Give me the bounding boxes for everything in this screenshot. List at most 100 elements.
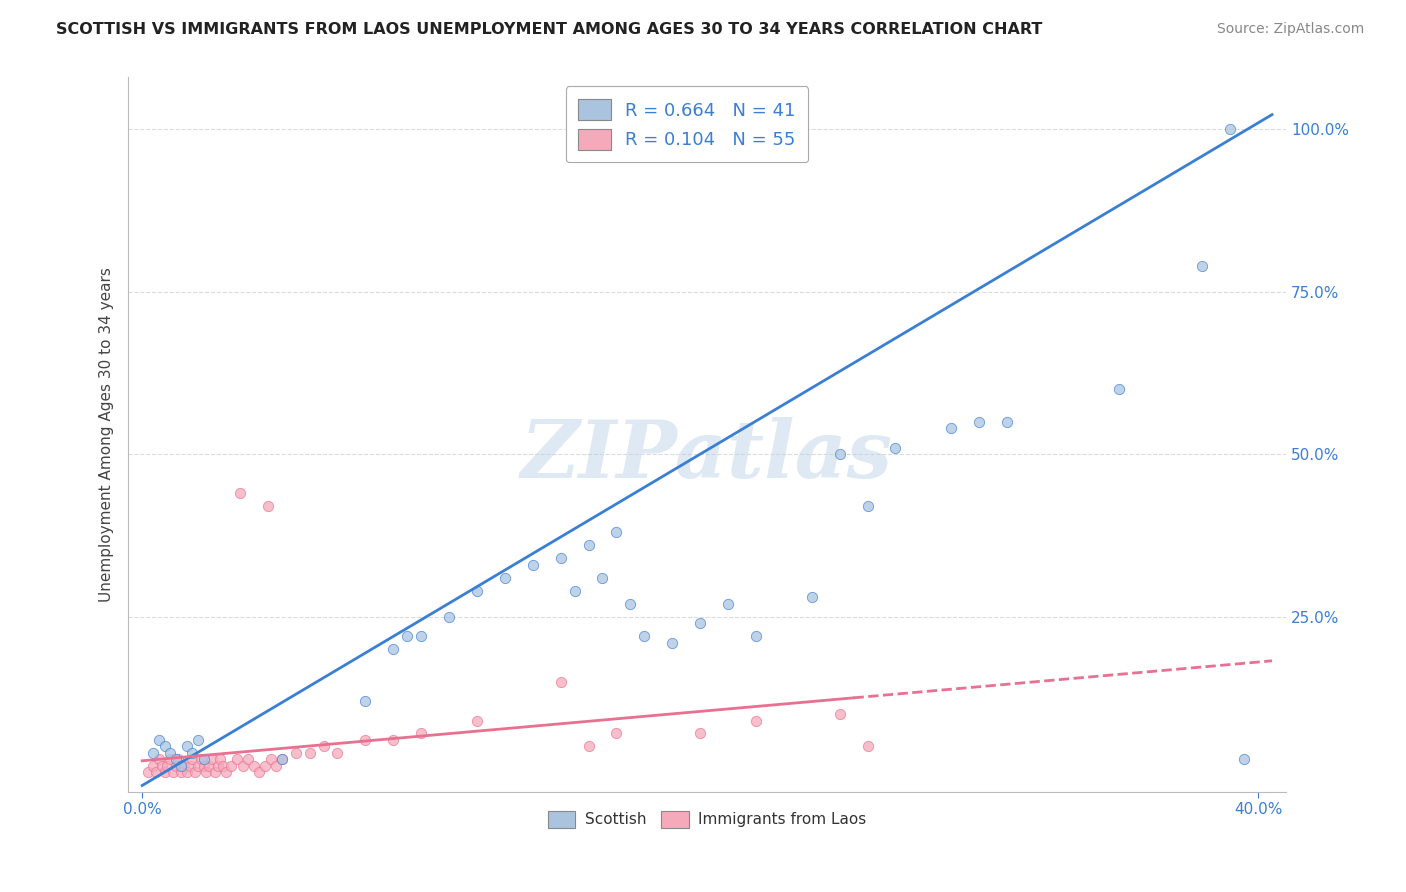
Point	[181, 746, 204, 760]
Point	[550, 551, 572, 566]
Point	[156, 759, 179, 773]
Point	[167, 752, 190, 766]
Point	[745, 629, 768, 643]
Point	[605, 726, 627, 740]
Point	[170, 765, 193, 780]
Point	[153, 739, 176, 754]
Point	[354, 733, 377, 747]
Point	[437, 609, 460, 624]
Point	[187, 759, 209, 773]
Point	[170, 759, 193, 773]
Text: SCOTTISH VS IMMIGRANTS FROM LAOS UNEMPLOYMENT AMONG AGES 30 TO 34 YEARS CORRELAT: SCOTTISH VS IMMIGRANTS FROM LAOS UNEMPLO…	[56, 22, 1043, 37]
Point	[209, 752, 232, 766]
Point	[717, 597, 740, 611]
Point	[1219, 122, 1241, 136]
Point	[187, 733, 209, 747]
Point	[247, 765, 270, 780]
Point	[165, 759, 187, 773]
Point	[162, 765, 184, 780]
Point	[159, 752, 181, 766]
Point	[995, 415, 1018, 429]
Point	[193, 759, 215, 773]
Point	[226, 752, 249, 766]
Point	[153, 765, 176, 780]
Point	[195, 765, 218, 780]
Point	[884, 441, 907, 455]
Point	[207, 759, 229, 773]
Point	[193, 752, 215, 766]
Point	[181, 752, 204, 766]
Point	[238, 752, 260, 766]
Text: ZIPatlas: ZIPatlas	[522, 417, 893, 495]
Point	[465, 583, 488, 598]
Point	[145, 765, 167, 780]
Point	[619, 597, 641, 611]
Point	[159, 746, 181, 760]
Point	[176, 765, 198, 780]
Point	[204, 765, 226, 780]
Point	[592, 571, 614, 585]
Text: Source: ZipAtlas.com: Source: ZipAtlas.com	[1216, 22, 1364, 37]
Point	[382, 642, 405, 657]
Point	[142, 746, 165, 760]
Point	[564, 583, 586, 598]
Point	[396, 629, 419, 643]
Point	[264, 759, 287, 773]
Point	[856, 739, 879, 754]
Point	[382, 733, 405, 747]
Point	[550, 674, 572, 689]
Point	[1191, 259, 1213, 273]
Point	[179, 759, 201, 773]
Point	[229, 486, 252, 500]
Point	[215, 765, 238, 780]
Point	[165, 752, 187, 766]
Point	[828, 447, 851, 461]
Point	[148, 733, 170, 747]
Point	[136, 765, 159, 780]
Point	[522, 558, 544, 572]
Point	[465, 714, 488, 728]
Point	[232, 759, 254, 773]
Point	[312, 739, 335, 754]
Point	[689, 726, 711, 740]
Point	[354, 694, 377, 708]
Point	[243, 759, 266, 773]
Point	[941, 421, 963, 435]
Point	[605, 525, 627, 540]
Point	[633, 629, 655, 643]
Point	[148, 752, 170, 766]
Point	[221, 759, 243, 773]
Point	[198, 759, 221, 773]
Point	[578, 538, 600, 552]
Point	[270, 752, 292, 766]
Point	[284, 746, 307, 760]
Point	[967, 415, 990, 429]
Point	[259, 752, 281, 766]
Point	[150, 759, 173, 773]
Point	[212, 759, 235, 773]
Point	[661, 635, 683, 649]
Point	[298, 746, 321, 760]
Point	[411, 726, 433, 740]
Point	[1233, 752, 1256, 766]
Point	[828, 706, 851, 721]
Point	[201, 752, 224, 766]
Point	[142, 759, 165, 773]
Point	[689, 616, 711, 631]
Point	[856, 499, 879, 513]
Point	[578, 739, 600, 754]
Point	[184, 765, 207, 780]
Point	[176, 739, 198, 754]
Point	[270, 752, 292, 766]
Point	[800, 590, 823, 604]
Point	[1108, 382, 1130, 396]
Legend: Scottish, Immigrants from Laos: Scottish, Immigrants from Laos	[541, 805, 872, 834]
Point	[411, 629, 433, 643]
Y-axis label: Unemployment Among Ages 30 to 34 years: Unemployment Among Ages 30 to 34 years	[100, 268, 114, 602]
Point	[745, 714, 768, 728]
Point	[253, 759, 276, 773]
Point	[190, 752, 212, 766]
Point	[326, 746, 349, 760]
Point	[173, 759, 195, 773]
Point	[256, 499, 278, 513]
